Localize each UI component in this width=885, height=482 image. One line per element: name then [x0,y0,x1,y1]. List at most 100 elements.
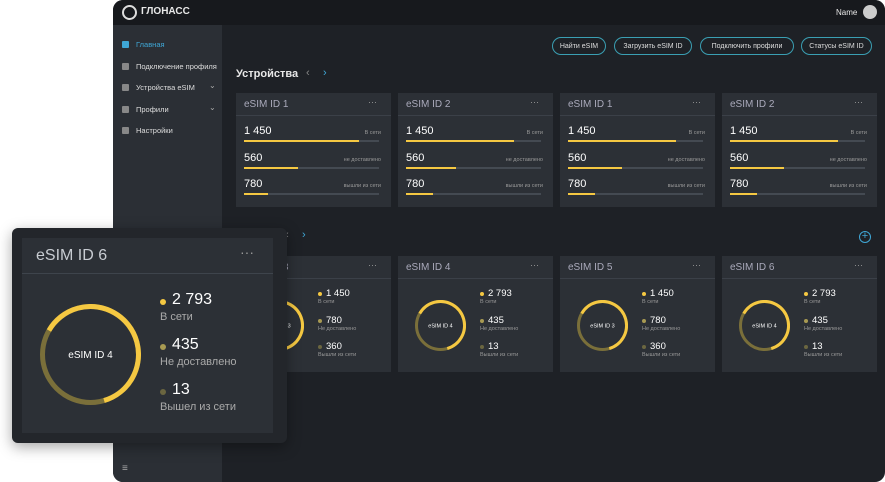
divider [722,115,877,116]
menu-item[interactable]: Профили [136,104,169,114]
chevron: ⌄ [209,81,216,90]
row-value: 780 [406,178,425,190]
menu-icon [122,105,129,113]
row-value: 2 793 [488,288,512,299]
bar-fill [730,166,784,169]
menu-icon[interactable]: ≡ [122,463,128,474]
bar-fill [406,193,433,195]
menu-item[interactable]: Устройства eSIM [136,83,195,92]
more-button[interactable]: ··· [368,260,377,270]
divider [398,115,553,116]
bar-track [568,140,703,142]
row-value: 2 793 [812,288,836,299]
row-label: Не доставлено [642,325,681,332]
row-value: 435 [812,314,828,326]
row-label: В сети [850,130,867,136]
row-label: В сети [364,130,381,136]
toolbar-button[interactable]: Найти eSIM [552,37,606,55]
logo: ГЛОНАСС [141,6,190,17]
dot [642,292,646,296]
device-card: eSIM ID 2 ··· 1 450 В сети 560 не доставлено 7… [722,93,877,207]
donut-label: eSIM ID 4 [752,323,776,329]
row-value: 13 [172,381,190,398]
logo-icon [122,5,137,20]
menu-icon [122,127,129,134]
donut-label: eSIM ID 4 [68,349,113,360]
next-arrow[interactable]: › [302,229,306,241]
prev-arrow[interactable]: ‹ [306,67,310,79]
avatar[interactable] [863,5,877,19]
donut: eSIM ID 4 [39,303,141,405]
more-button[interactable]: ··· [530,260,539,270]
device-card: eSIM ID 1 ··· 1 450 В сети 560 не доставлено 7… [560,93,715,207]
dot [804,318,808,323]
row-value: 780 [326,314,342,326]
device-card: eSIM ID 2 ··· 1 450 В сети 560 не доставлено 7… [398,93,553,207]
ring-highlight [738,299,790,351]
popup-card: eSIM ID 6 ··· eSIM ID 4 2 793 В сети 435 Не до… [12,228,287,443]
more-button[interactable]: ··· [854,260,863,270]
bar-fill [406,140,514,142]
divider [398,278,553,279]
divider [722,278,877,279]
more-button[interactable]: ··· [368,97,377,107]
toolbar-button[interactable]: Загрузить eSIM ID [614,37,692,55]
card-title: eSIM ID 6 [730,262,775,273]
card-title: eSIM ID 1 [568,99,613,110]
menu-icon [122,41,129,48]
ring-highlight [576,299,628,351]
more-button[interactable]: ··· [530,97,539,107]
row-label: В сети [318,299,335,305]
row-label: Вышли из сети [480,352,519,358]
user-name[interactable]: Name [836,8,858,17]
row-value: 435 [488,314,504,326]
more-button[interactable]: ··· [240,244,254,260]
donut-label: eSIM ID 3 [590,323,614,329]
row-value: 780 [244,178,263,190]
popup-panel: eSIM ID 6 ··· eSIM ID 4 2 793 В сети 435 Не до… [22,238,273,433]
card-title: eSIM ID 2 [730,99,775,110]
row-label: вышли из сети [667,183,705,189]
dot [804,345,808,349]
more-button[interactable]: ··· [854,97,863,107]
row-label: В сети [642,299,659,305]
row-label: Не доставлено [318,325,357,332]
bar-track [406,193,541,195]
bar-fill [568,140,676,142]
row-label: не доставлено [667,156,705,163]
toolbar-button[interactable]: Подключить профили [700,37,794,55]
menu-item[interactable]: Настройки [136,126,173,135]
more-button[interactable]: ··· [692,260,701,270]
device-card: eSIM ID 1 ··· 1 450 В сети 560 не доставлено 7… [236,93,391,207]
bar-fill [244,166,298,169]
bar-fill [244,140,359,142]
dot [480,318,484,323]
menu-icon [122,84,129,91]
row-value: 2 793 [172,291,213,308]
row-label: Вышли из сети [804,352,843,358]
row-label: Вышли из сети [318,352,357,358]
menu-item[interactable]: Главная [136,40,165,49]
toolbar-button[interactable]: Статусы eSIM ID [801,37,872,55]
add-button[interactable]: + [859,231,871,243]
dot [160,389,166,395]
row-value: 1 450 [568,125,596,137]
menu-item[interactable]: Подключение профиля [136,61,217,71]
more-button[interactable]: ··· [692,97,701,107]
row-label: Вышли из сети [642,352,681,358]
next-arrow[interactable]: › [323,67,327,79]
menu-icon [122,62,129,70]
row-value: 13 [488,341,499,352]
row-label: В сети [480,299,497,305]
row-value: 560 [568,151,587,164]
bar-track [244,193,379,195]
row-label: не доставлено [343,156,381,163]
dot [642,318,646,323]
chevron: ⌄ [209,102,216,112]
bar-track [406,140,541,142]
stats-card: eSIM ID 6 ··· eSIM ID 4 2 793 В сети 435 Не до… [722,256,877,372]
divider [560,115,715,116]
row-label: не доставлено [829,156,867,163]
row-value: 1 450 [326,288,350,299]
